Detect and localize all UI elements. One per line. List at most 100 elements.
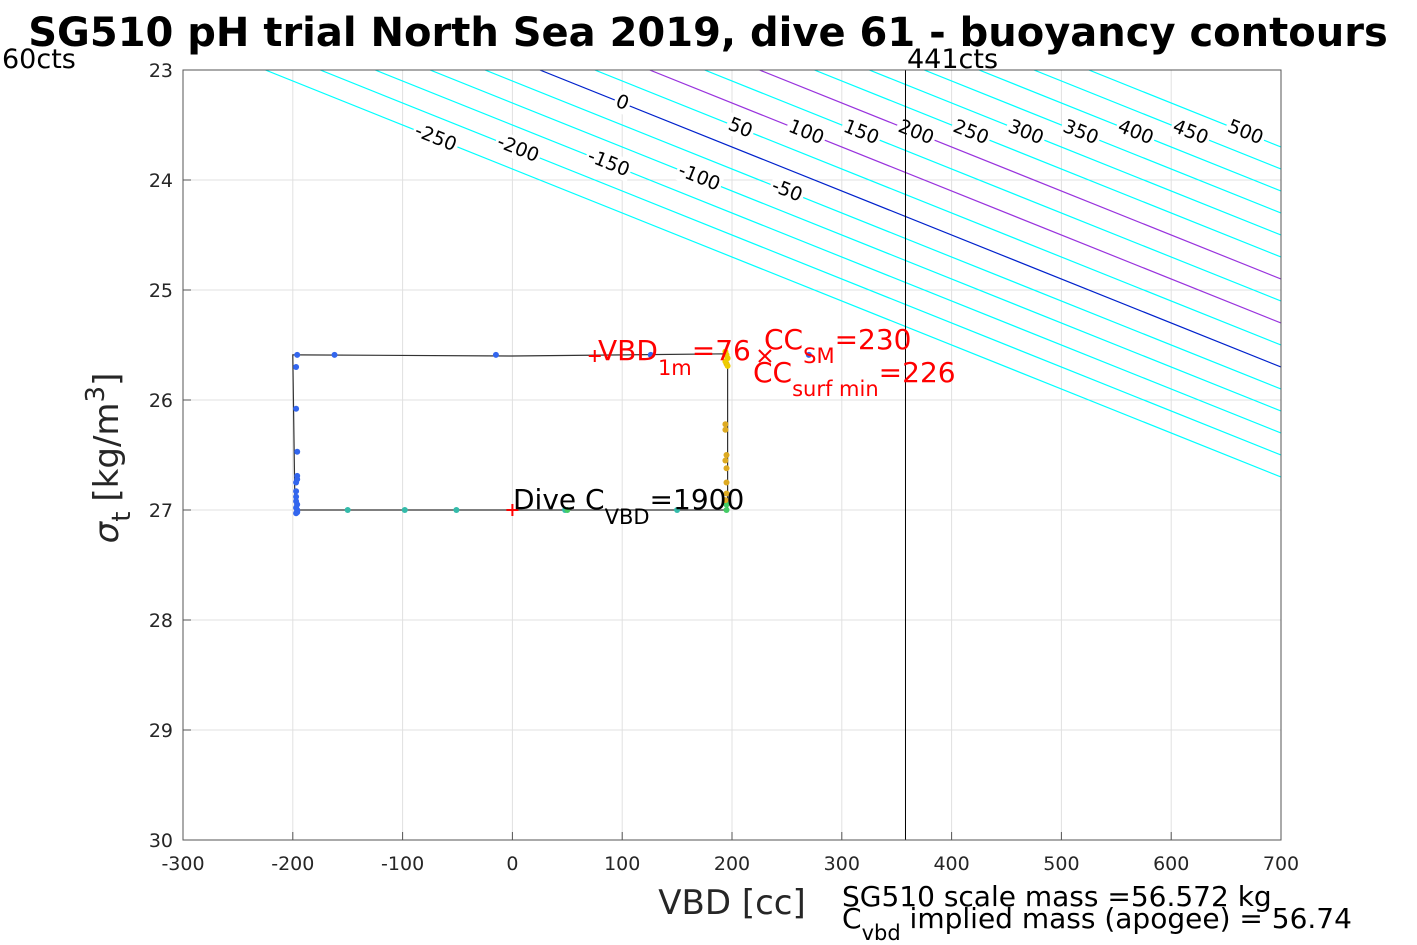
cc-sm-sub: SM [803,344,834,368]
x-tick-label: 700 [1263,853,1299,875]
y-tick-label: 30 [149,830,173,852]
data-point [647,351,654,358]
data-point [293,510,300,517]
vertical-line-label-left: 60cts [2,44,76,75]
x-tick-label: 100 [604,853,640,875]
dive-cvbd-value: =1900 [650,483,745,516]
y-tick-label: 24 [149,170,173,192]
contour-label-bg [1112,114,1159,150]
data-point [722,457,729,464]
contour-label-bg [766,173,808,208]
x-tick-label: 600 [1153,853,1189,875]
data-point [805,351,812,358]
annotation-markers [506,349,772,516]
y-tick-label: 28 [149,610,173,632]
dive-cvbd-main: Dive C [513,483,605,516]
data-point [453,507,460,513]
data-point [723,452,730,458]
vbd-1m-value: =76 [692,334,751,367]
cc-surf-min-annotation: CCsurf min=226 [753,356,956,401]
x-tick-label: 300 [824,853,860,875]
x-tick-label: 200 [714,853,750,875]
y-tick-label: 23 [149,60,173,82]
x-tick-label: 400 [933,853,969,875]
contour-line [374,70,1281,434]
data-point [722,421,729,428]
vbd-1m-main: VBD [598,334,658,367]
contour-label-bg [582,144,635,183]
data-point [723,465,730,472]
contour-label-bg [610,89,634,116]
data-point [293,364,300,370]
y-axis-label: σt [kg/m3] [81,373,137,544]
vertical-line-label-right: 441cts [907,44,998,75]
contour-label-bg [492,129,545,168]
y-tick-label: 27 [149,500,173,522]
y-tick-label: 26 [149,390,173,412]
x-tick-label: -200 [271,853,314,875]
dive-cvbd-sub: VBD [605,505,650,529]
y-axis-label-sub: t [107,512,137,522]
vbd-1m-annotation: VBD1m=76 [598,334,751,380]
contour-label-bg [948,114,994,150]
contour-label-bg [1222,114,1269,150]
cc-sm-annotation: CCSM=230 [764,323,911,368]
footer-c-sub: vbd [862,921,901,945]
data-point [293,488,300,495]
data-point [492,351,499,358]
vbd-1m-sub: 1m [658,356,692,380]
contour-line [704,70,1281,302]
footer-c-main: C [842,902,862,935]
data-point [723,490,730,497]
cc-surf-min-sub: surf min [792,377,879,401]
contour-line [484,70,1281,390]
footer-implied-rest: implied mass (apogee) = 56.74 [901,902,1352,935]
contour-line [539,70,1281,368]
y-tick-label: 29 [149,720,173,742]
data-point [344,507,351,513]
data-point [331,351,338,358]
contour-label-bg [409,118,462,157]
contour-label-bg [1058,114,1104,150]
contour-line [265,70,1281,478]
contour-label-bg [673,158,726,197]
data-point [293,405,300,412]
y-axis-label-main: σ [87,520,127,543]
contour-label-bg [1003,114,1049,150]
dive-cvbd-annotation: Dive CVBD=1900 [513,483,744,529]
dive-path [292,353,729,511]
y-axis-label-sup: 3 [81,386,111,403]
contour-label-bg [893,114,939,150]
cc-sm-main: CC [764,323,803,356]
data-point [294,448,301,455]
chart-title: SG510 pH trial North Sea 2019, dive 61 -… [28,10,1388,56]
x-tick-label: -300 [161,853,204,875]
x-tick-label: 500 [1043,853,1079,875]
dive-points [293,348,812,517]
data-point [293,493,300,500]
data-point [723,507,730,513]
cc-sm-value: =230 [835,323,912,356]
data-point [722,497,729,504]
contour-line [649,70,1281,324]
contour-label-bg [783,114,830,150]
cc-surf-min-main: CC [753,356,792,389]
cc-sm-marker [758,349,772,363]
data-point [401,507,408,513]
contour-line [759,70,1281,280]
data-point [564,507,571,513]
y-tick-label: 25 [149,280,173,302]
cc-surf-min-value: =226 [879,356,956,389]
y-axis-label-close: ] [87,373,127,386]
contour-lines [265,70,1281,478]
contour-label-bg [838,114,884,150]
data-point [722,426,729,433]
x-tick-label: 0 [506,853,518,875]
contour-line [923,70,1281,214]
contour-label-bg [1167,114,1214,150]
data-point [294,351,301,358]
contour-line [814,70,1281,258]
x-axis-label: VBD [cc] [658,883,806,923]
contour-line [429,70,1281,412]
